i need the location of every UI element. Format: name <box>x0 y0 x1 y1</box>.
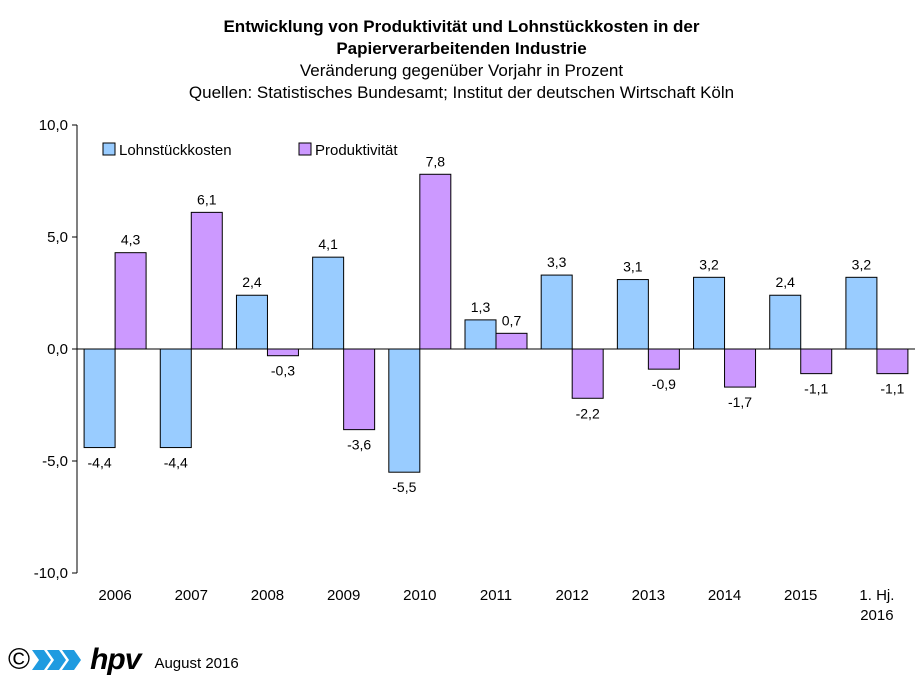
legend-swatch-lohnstueckkosten <box>102 142 116 156</box>
bar-lohnstueckkosten <box>388 348 421 473</box>
data-label: -1,1 <box>804 381 828 397</box>
x-tick-label: 2014 <box>708 587 741 604</box>
data-label: 3,1 <box>623 259 643 275</box>
hpv-logo: hpv <box>90 643 141 676</box>
legend-swatch-produktivitaet <box>298 142 312 156</box>
chart-source: Quellen: Statistisches Bundesamt; Instit… <box>188 83 735 102</box>
x-tick-label: 2013 <box>632 587 665 604</box>
x-tick-label: 2015 <box>784 587 817 604</box>
bar-chart: 10,0 5,0 0,0 -5,0 -10,0 -4,4 4,3 2006 -4,4 6,1 200… <box>34 117 915 624</box>
bar-lohnstueckkosten <box>845 276 878 350</box>
legend-label: Produktivität <box>315 142 398 159</box>
bar-produktivitaet <box>419 173 452 350</box>
data-label: -5,5 <box>392 479 416 495</box>
data-label: 2,4 <box>242 274 262 290</box>
publication-date: August 2016 <box>154 654 239 672</box>
data-label: -4,4 <box>164 455 188 471</box>
chart-title: Entwicklung von Produktivität und Lohnst… <box>223 17 700 58</box>
data-label: -2,2 <box>576 405 600 421</box>
x-tick-label: 2016 <box>860 607 893 624</box>
x-tick-label: 2012 <box>555 587 588 604</box>
bar-lohnstueckkosten <box>616 279 649 350</box>
bar-lohnstueckkosten <box>540 274 573 350</box>
x-tick-label: 2006 <box>98 587 131 604</box>
bar-lohnstueckkosten <box>769 294 802 350</box>
bar-lohnstueckkosten <box>235 294 268 350</box>
bar-produktivitaet <box>114 252 147 350</box>
data-label: -1,7 <box>728 394 752 410</box>
bar-produktivitaet <box>647 348 680 370</box>
data-label: -0,9 <box>652 376 676 392</box>
data-label: 3,2 <box>699 256 719 272</box>
bar-produktivitaet <box>876 348 909 375</box>
chart-subtitle: Veränderung gegenüber Vorjahr in Prozent <box>299 61 624 80</box>
data-label: 4,3 <box>121 232 141 248</box>
x-tick-label: 2007 <box>175 587 208 604</box>
bar-produktivitaet <box>724 348 757 388</box>
data-label: 7,8 <box>426 153 446 169</box>
title-block: Entwicklung von Produktivität und Lohnst… <box>0 16 923 104</box>
x-tick-label: 2009 <box>327 587 360 604</box>
x-tick-label: 2008 <box>251 587 284 604</box>
data-label: -1,1 <box>880 381 904 397</box>
data-label: -4,4 <box>88 455 112 471</box>
bar-produktivitaet <box>495 332 528 350</box>
footer: © hpv August 2016 <box>8 640 239 680</box>
data-label: -3,6 <box>347 437 371 453</box>
data-label: 2,4 <box>775 274 795 290</box>
data-label: 1,3 <box>471 299 491 315</box>
bar-lohnstueckkosten <box>159 348 192 449</box>
hpv-logo-arrows-icon <box>32 647 84 673</box>
bar-produktivitaet <box>266 348 299 357</box>
y-tick-label: -5,0 <box>42 453 68 470</box>
bar-lohnstueckkosten <box>312 256 345 350</box>
bar-produktivitaet <box>343 348 376 431</box>
bar-lohnstueckkosten <box>83 348 116 449</box>
y-tick-label: -10,0 <box>34 565 68 582</box>
copyright-symbol: © <box>8 643 31 676</box>
data-label: 4,1 <box>318 236 338 252</box>
y-tick-label: 5,0 <box>47 229 68 246</box>
legend-label: Lohnstückkosten <box>119 142 232 159</box>
bar-produktivitaet <box>190 211 223 350</box>
x-tick-label: 2011 <box>480 587 512 604</box>
y-tick-label: 10,0 <box>39 117 68 134</box>
bar-produktivitaet <box>571 348 604 399</box>
data-label: 3,2 <box>852 256 872 272</box>
data-label: 3,3 <box>547 254 567 270</box>
data-label: -0,3 <box>271 363 295 379</box>
data-label: 0,7 <box>502 312 522 328</box>
data-label: 6,1 <box>197 191 217 207</box>
bar-lohnstueckkosten <box>464 319 497 350</box>
y-tick-label: 0,0 <box>47 341 68 358</box>
x-tick-label: 2010 <box>403 587 436 604</box>
bar-lohnstueckkosten <box>693 276 726 350</box>
bar-produktivitaet <box>800 348 833 375</box>
x-tick-label: 1. Hj. <box>859 587 894 604</box>
